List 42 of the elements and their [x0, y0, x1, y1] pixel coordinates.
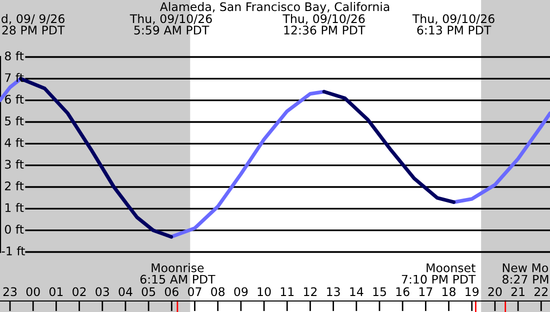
x-tick-label: 10 [258, 287, 271, 296]
x-tick-label: 08 [211, 287, 225, 296]
x-tick-label: 20 [488, 287, 502, 296]
y-tick-label: 6 ft [4, 94, 24, 104]
text: d, 09/ 9/26 28 PM PDT [2, 14, 65, 35]
y-tick-label: 1 ft [5, 202, 24, 212]
y-tick-label: -1 ft [2, 246, 25, 256]
x-tick-label: 12 [304, 287, 317, 296]
x-tick-label: 02 [72, 287, 86, 296]
x-tick-label: 21 [511, 287, 524, 296]
y-tick-label: 8 ft [4, 51, 24, 60]
x-tick-label: 19 [466, 287, 479, 296]
y-tick-label: 3 ft [5, 160, 24, 169]
x-tick-label: 01 [49, 287, 63, 296]
x-tick-label: 00 [26, 287, 40, 296]
x-tick-label: 03 [96, 287, 109, 296]
y-tick-label: 5 ft [5, 116, 24, 126]
x-tick-label: 11 [280, 287, 294, 296]
x-tick-label: 04 [118, 287, 132, 296]
x-tick-label: 09 [234, 287, 248, 296]
x-tick-label: 17 [419, 287, 432, 296]
x-tick-label: 22 [534, 287, 548, 296]
chart-title: Alameda, San Francisco Bay, California [160, 2, 390, 14]
x-tick-label: 18 [442, 287, 456, 296]
x-tick-label: 05 [142, 287, 156, 296]
ref-line-label: Moonrise 6:15 AM PDT [140, 263, 216, 284]
y-tick-label: 4 ft [4, 138, 24, 147]
y-tick-label: 2 ft [5, 181, 24, 190]
text: Thu, 09/10/26 5:59 AM PDT [130, 14, 212, 35]
x-tick-label: 07 [188, 287, 202, 296]
x-tick-label: 06 [164, 287, 178, 296]
ref-line-label: New Mo 8:27 PM [502, 264, 548, 284]
y-tick-label: 7 ft [5, 72, 24, 82]
text: Thu, 09/10/26 6:13 PM PDT [412, 14, 494, 35]
x-tick-label: 15 [373, 287, 386, 296]
x-tick-label: 23 [3, 287, 17, 296]
x-tick-label: 14 [350, 287, 364, 296]
x-tick-label: 16 [396, 287, 410, 296]
y-tick-label: 0 ft [4, 224, 24, 234]
ref-line-label: Moonset 7:10 PM PDT [402, 264, 476, 284]
text: Thu, 09/10/26 12:36 PM PDT [282, 14, 366, 35]
x-tick-label: 13 [327, 287, 340, 296]
